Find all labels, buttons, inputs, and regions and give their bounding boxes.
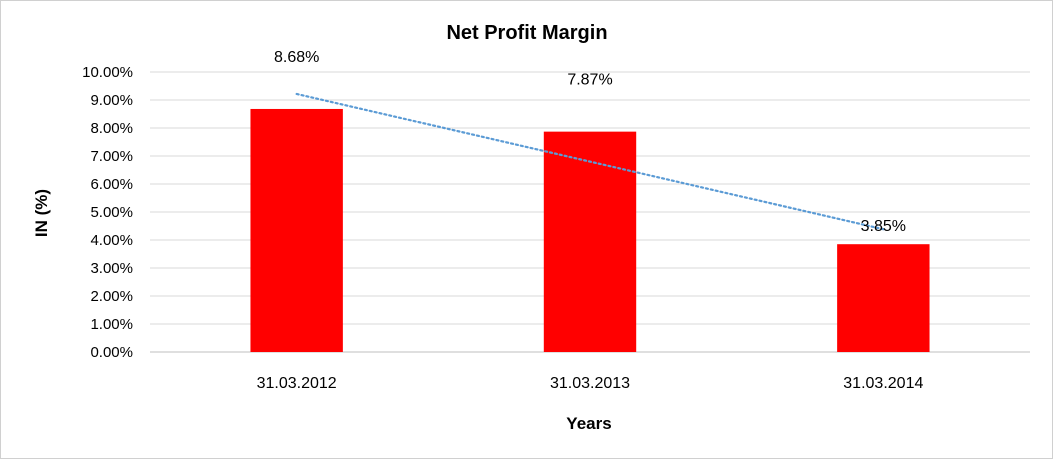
chart-title: Net Profit Margin — [446, 22, 607, 44]
bar-31.03.2012 — [250, 108, 343, 353]
y-tick-label: 3.00% — [90, 260, 133, 277]
x-tick-label: 31.03.2013 — [550, 375, 630, 392]
trendline — [295, 92, 885, 231]
data-label: 7.87% — [567, 72, 612, 89]
x-tick-label: 31.03.2014 — [843, 375, 923, 392]
data-labels: 8.68% 7.87% 3.85% — [274, 49, 906, 235]
bar-31.03.2013 — [543, 131, 637, 352]
y-tick-label: 2.00% — [90, 288, 133, 305]
bar-31.03.2014 — [837, 244, 930, 352]
y-tick-label: 10.00% — [82, 64, 133, 81]
data-label: 8.68% — [274, 49, 319, 66]
x-axis-title: Years — [566, 414, 611, 433]
y-tick-label: 4.00% — [90, 232, 133, 249]
y-tick-label: 5.00% — [90, 204, 133, 221]
y-axis-ticks: 0.00% 1.00% 2.00% 3.00% 4.00% 5.00% 6.00% 7.00%… — [82, 64, 133, 361]
trendline-layer — [295, 92, 885, 231]
y-axis-title: IN (%) — [32, 189, 51, 237]
y-tick-label: 8.00% — [90, 120, 133, 137]
bars — [250, 108, 930, 353]
y-tick-label: 7.00% — [90, 148, 133, 165]
x-tick-label: 31.03.2012 — [257, 375, 337, 392]
y-tick-label: 0.00% — [90, 344, 133, 361]
x-axis-ticks: 31.03.2012 31.03.2013 31.03.2014 — [257, 375, 924, 392]
y-tick-label: 1.00% — [90, 316, 133, 333]
y-tick-label: 6.00% — [90, 176, 133, 193]
y-tick-label: 9.00% — [90, 92, 133, 109]
data-label: 3.85% — [861, 218, 906, 235]
